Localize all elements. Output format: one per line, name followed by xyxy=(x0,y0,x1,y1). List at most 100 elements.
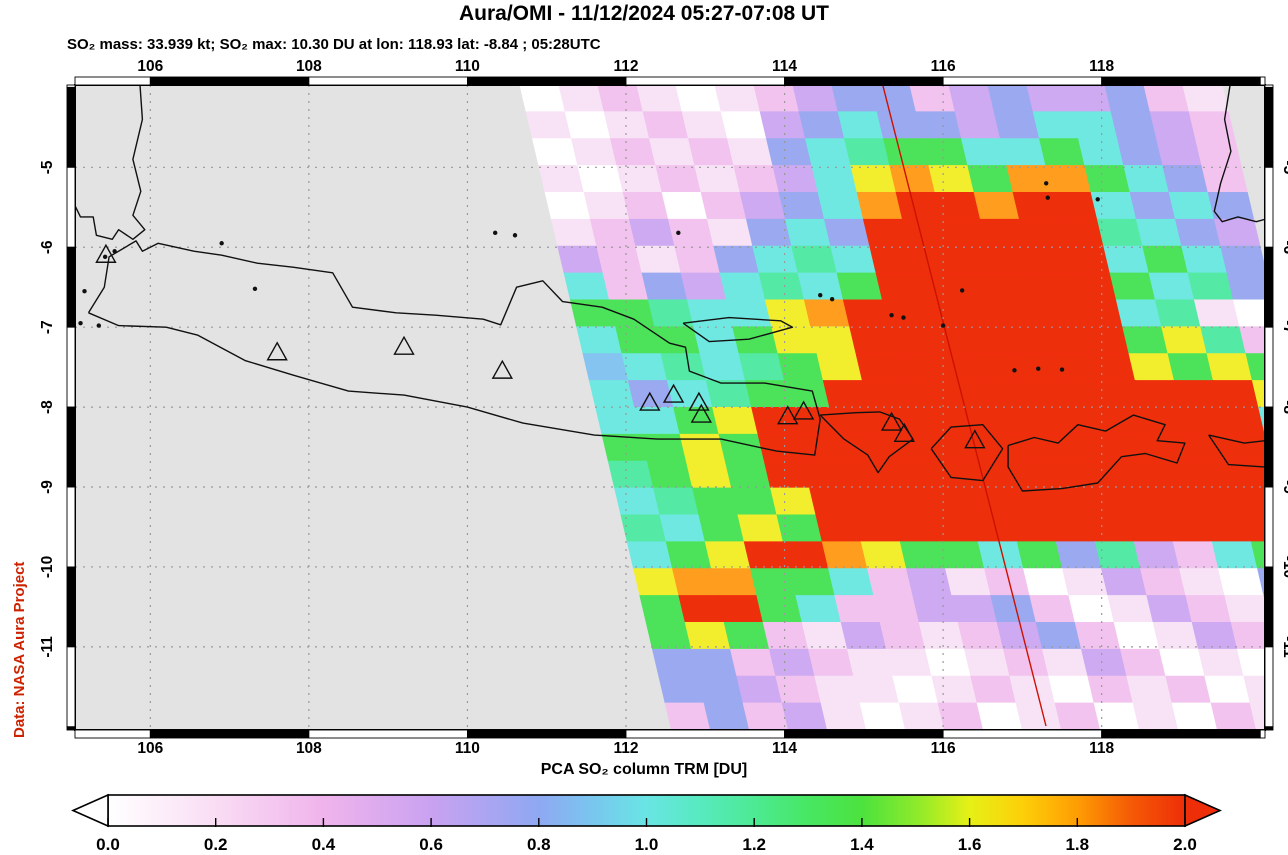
swath-cell xyxy=(895,192,943,220)
swath-cell xyxy=(620,514,667,543)
volcano-marker xyxy=(964,429,986,449)
swath-cell xyxy=(577,165,624,193)
swath-cell xyxy=(764,299,812,328)
swath-cell xyxy=(1243,675,1264,704)
swath-cell xyxy=(731,487,778,516)
swath-cell xyxy=(778,192,826,220)
swath-cell xyxy=(1084,165,1131,193)
degree-bar-segment xyxy=(1264,246,1274,328)
swath-cell xyxy=(1199,487,1246,516)
swath-cell xyxy=(729,648,777,677)
lat-tick-label-left: -10 xyxy=(39,556,56,578)
swath-cell xyxy=(1025,245,1072,274)
degree-bar-segment xyxy=(149,76,310,86)
island-dot xyxy=(512,233,518,238)
lat-tick-label-left: -6 xyxy=(39,240,56,254)
swath-cell xyxy=(861,380,909,408)
swath-cell xyxy=(687,138,735,167)
degree-bar-segment xyxy=(1264,326,1274,408)
swath-cell xyxy=(1016,541,1064,570)
degree-bar-segment xyxy=(1264,726,1274,731)
swath-cell xyxy=(758,272,806,301)
swath-cell xyxy=(1029,595,1076,623)
swath-cell xyxy=(1166,514,1214,543)
swath-cell xyxy=(1054,702,1101,729)
swath-cell xyxy=(665,541,713,570)
swath-cell xyxy=(798,111,846,140)
swath-cells xyxy=(519,86,1288,729)
swath-cell xyxy=(946,407,993,435)
island-dot xyxy=(112,249,117,254)
swath-cell xyxy=(685,460,733,489)
swath-cell xyxy=(1210,702,1257,729)
degree-bar-segment xyxy=(1264,566,1274,648)
swath-cell xyxy=(830,245,877,274)
volcano-markers xyxy=(95,243,986,449)
swath-cell xyxy=(627,380,675,408)
swath-cell xyxy=(951,595,998,623)
lon-tick-label-top: 118 xyxy=(1089,58,1114,75)
swath-cell xyxy=(828,568,875,597)
degree-bar-segment xyxy=(1259,76,1266,86)
swath-cell xyxy=(814,675,861,704)
swath-cell xyxy=(1142,245,1189,274)
swath-cell xyxy=(909,86,956,113)
island-dot xyxy=(492,230,498,236)
degree-bar-segment xyxy=(1264,406,1274,488)
colorbar-tick-label: 1.6 xyxy=(958,835,982,854)
swath-cell xyxy=(667,218,715,247)
swath-cell xyxy=(1212,380,1260,408)
swath-cell xyxy=(745,218,793,247)
swath-cell xyxy=(759,111,807,140)
swath-cell xyxy=(1128,353,1176,382)
swath-cell xyxy=(1204,675,1251,704)
swath-cell xyxy=(1018,218,1066,247)
lat-tick-label-right: -7 xyxy=(1280,320,1288,334)
swath-cell xyxy=(525,111,573,140)
swath-cell xyxy=(1104,86,1151,113)
degree-bar-segment xyxy=(942,76,1103,86)
swath-cell xyxy=(817,192,865,220)
swath-cell xyxy=(1044,326,1091,355)
swath-cell xyxy=(1140,568,1187,597)
swath-cell xyxy=(1089,353,1137,382)
swath-cell xyxy=(957,622,1005,650)
coastline-sulawesi_sw xyxy=(1213,86,1264,223)
island-dot xyxy=(78,320,83,326)
swath-cell xyxy=(1147,433,1195,462)
swath-cell xyxy=(979,218,1027,247)
swath-cell xyxy=(1236,648,1264,677)
swath-cell xyxy=(1284,515,1288,542)
swath-cell xyxy=(1211,541,1259,570)
swath-cell xyxy=(901,218,949,247)
swath-cell xyxy=(753,86,800,113)
swath-cell xyxy=(853,675,900,704)
swath-cell xyxy=(762,622,810,650)
degree-bar-segment xyxy=(1264,646,1274,728)
swath-cell xyxy=(1096,218,1144,247)
swath-cell xyxy=(1213,218,1261,247)
degree-bar-segment xyxy=(74,76,151,86)
swath-cell xyxy=(782,541,830,570)
swath-cell xyxy=(666,380,714,408)
island-dot xyxy=(1036,366,1041,371)
swath-cell xyxy=(1257,568,1264,597)
swath-cell xyxy=(893,514,940,543)
swath-cell xyxy=(1070,272,1118,301)
swath-cell xyxy=(661,192,709,220)
swath-cell xyxy=(1172,541,1220,570)
swath-cell xyxy=(926,487,973,516)
lat-tick-label-left: -9 xyxy=(39,480,56,494)
swath-cell xyxy=(971,514,1019,543)
swath-cell xyxy=(717,595,764,623)
degree-bar-segment xyxy=(625,729,786,739)
swath-cell xyxy=(733,165,780,193)
swath-cell xyxy=(1026,86,1073,113)
swath-cell xyxy=(725,299,773,328)
swath-cell xyxy=(634,407,681,435)
degree-bar-segment xyxy=(1264,486,1274,568)
swath-cell xyxy=(1035,622,1083,650)
swath-cell xyxy=(714,86,761,113)
swath-cell xyxy=(776,514,823,543)
degree-bar-segment xyxy=(66,406,76,488)
